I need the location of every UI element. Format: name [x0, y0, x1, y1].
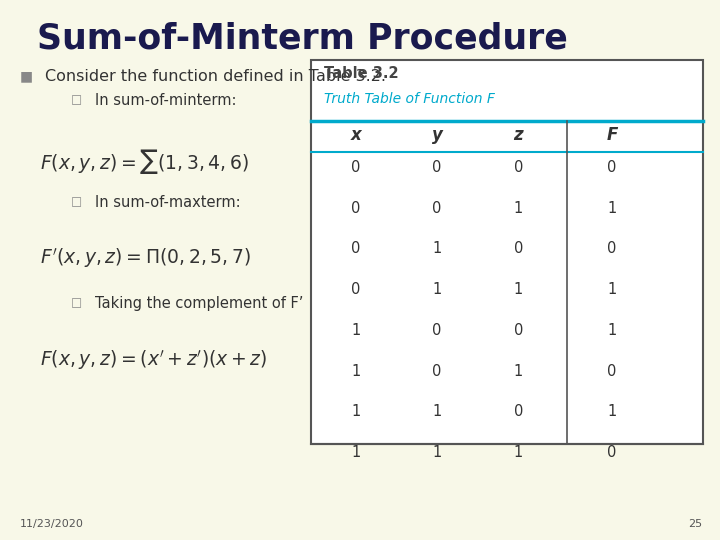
Text: 0: 0: [351, 282, 361, 297]
Text: z: z: [513, 126, 523, 144]
Text: 1: 1: [351, 323, 360, 338]
Text: y: y: [431, 126, 443, 144]
Text: 1: 1: [514, 445, 523, 460]
Text: 1: 1: [351, 404, 360, 420]
Text: 0: 0: [607, 445, 617, 460]
Text: Truth Table of Function F: Truth Table of Function F: [324, 92, 495, 106]
Text: 0: 0: [351, 200, 361, 215]
Text: 1: 1: [433, 282, 441, 297]
Text: x: x: [351, 126, 361, 144]
Text: 0: 0: [432, 160, 442, 175]
Text: □: □: [71, 296, 81, 309]
Text: 1: 1: [433, 241, 441, 256]
Text: 0: 0: [513, 241, 523, 256]
Text: 0: 0: [607, 160, 617, 175]
Text: 0: 0: [513, 404, 523, 420]
Text: 1: 1: [514, 363, 523, 379]
Text: Taking the complement of F’: Taking the complement of F’: [95, 296, 303, 311]
Text: 11/23/2020: 11/23/2020: [20, 519, 84, 529]
Text: In sum-of-minterm:: In sum-of-minterm:: [95, 93, 237, 108]
Text: F: F: [606, 126, 618, 144]
Text: 0: 0: [351, 241, 361, 256]
Text: 1: 1: [608, 323, 616, 338]
Text: 25: 25: [688, 519, 702, 529]
Text: $F'(x, y, z) = \Pi(0,2,5,7)$: $F'(x, y, z) = \Pi(0,2,5,7)$: [40, 246, 251, 269]
Text: 1: 1: [433, 445, 441, 460]
Text: 1: 1: [351, 363, 360, 379]
Text: 0: 0: [607, 241, 617, 256]
Text: Sum-of-Minterm Procedure: Sum-of-Minterm Procedure: [37, 22, 568, 56]
Text: 0: 0: [607, 363, 617, 379]
Text: 0: 0: [432, 363, 442, 379]
Text: 1: 1: [514, 282, 523, 297]
Text: 0: 0: [432, 200, 442, 215]
Text: 0: 0: [351, 160, 361, 175]
Text: 0: 0: [432, 323, 442, 338]
Text: ■: ■: [20, 69, 33, 83]
Text: 1: 1: [351, 445, 360, 460]
Text: 0: 0: [513, 160, 523, 175]
Text: Consider the function defined in Table 3.2.: Consider the function defined in Table 3…: [45, 69, 386, 84]
Text: 1: 1: [433, 404, 441, 420]
Text: $F(x, y, z) = (x'+z')(x+z)$: $F(x, y, z) = (x'+z')(x+z)$: [40, 348, 267, 372]
Text: $F(x, y, z) = \sum(1,3,4,6)$: $F(x, y, z) = \sum(1,3,4,6)$: [40, 147, 248, 176]
Text: 0: 0: [513, 323, 523, 338]
FancyBboxPatch shape: [311, 60, 703, 444]
Text: In sum-of-maxterm:: In sum-of-maxterm:: [95, 195, 240, 211]
Text: 1: 1: [514, 200, 523, 215]
Text: □: □: [71, 93, 81, 106]
Text: 1: 1: [608, 404, 616, 420]
Text: 1: 1: [608, 200, 616, 215]
Text: 1: 1: [608, 282, 616, 297]
Text: Table 3.2: Table 3.2: [324, 66, 399, 81]
Text: □: □: [71, 195, 81, 208]
